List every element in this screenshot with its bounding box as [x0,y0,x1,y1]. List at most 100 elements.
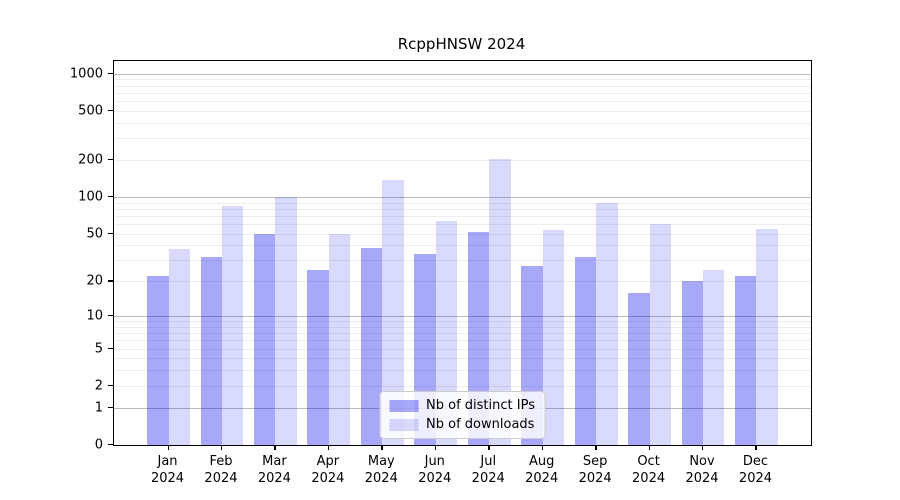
x-tick-label-oct: Oct 2024 [632,454,666,486]
y-tick-label: 0 [94,437,103,453]
gridline-minor [114,85,811,87]
x-tick-mark [274,445,276,451]
y-tick-label: 1000 [69,66,103,82]
gridline-minor [114,385,811,387]
x-tick-mark [220,445,223,451]
gridline-minor [114,321,811,323]
bar-downloads-nov [703,269,725,445]
bar-downloads-jul [489,158,511,445]
gridline-minor [114,122,811,124]
bar-ips-mar [254,233,276,445]
gridline-minor [114,79,811,81]
legend-item-downloads: Nb of downloads [389,417,535,432]
gridline-minor [114,358,811,360]
x-tick-mark [648,445,650,451]
y-tick-mark [108,406,113,409]
bar-ips-oct [628,292,650,445]
y-tick-label: 1 [94,400,103,416]
bar-downloads-may [382,179,404,445]
gridline-minor [114,348,811,350]
x-tick-mark [381,445,383,451]
x-tick-label-dec: Dec 2024 [738,454,773,486]
gridline-major [114,196,811,198]
gridline-minor [114,138,811,140]
legend-swatch-distinct-ips [389,399,419,412]
y-tick-label: 50 [86,226,103,242]
x-tick-label-mar: Mar 2024 [257,454,291,486]
y-tick-mark [108,72,113,74]
bar-downloads-jun [435,221,458,445]
bar-downloads-dec [756,228,778,445]
gridline-minor [114,370,811,372]
legend-item-distinct-ips: Nb of distinct IPs [389,398,535,413]
x-tick-label-apr: Apr 2024 [311,454,345,486]
bar-downloads-sep [596,203,618,445]
gridline-minor [114,202,811,204]
y-tick-label: 2 [94,378,103,394]
y-tick-mark [108,232,113,235]
x-tick-label-nov: Nov 2024 [685,454,719,486]
gridline-minor [114,245,811,247]
y-tick-label: 5 [94,341,103,357]
legend-swatch-downloads [389,418,419,431]
bar-ips-jan [147,276,169,445]
x-tick-label-may: May 2024 [364,454,398,486]
y-tick-label: 10 [86,308,103,324]
gridline-minor [114,101,811,103]
x-tick-mark [167,445,169,451]
bar-ips-nov [681,281,704,445]
gridline-minor [114,159,811,161]
y-tick-label: 500 [78,103,103,119]
gridline-minor [114,233,811,235]
bar-ips-sep [574,257,597,445]
gridline-minor [114,208,811,210]
bar-downloads-feb [221,205,244,445]
y-tick-label: 200 [78,152,103,168]
bar-ips-feb [200,257,222,445]
x-tick-label-jul: Jul 2024 [471,454,505,486]
x-tick-mark [434,445,437,451]
y-tick-mark [108,158,113,161]
y-tick-mark [108,384,113,387]
legend-label-downloads: Nb of downloads [426,417,535,432]
bar-downloads-apr [328,233,351,445]
gridline-minor [114,340,811,342]
bar-downloads-aug [542,229,565,445]
x-tick-mark [595,445,597,451]
gridline-minor [114,92,811,94]
y-tick-mark [108,280,113,282]
gridline-major [114,316,811,318]
y-tick-mark [108,109,113,112]
y-tick-mark [108,444,113,446]
x-tick-label-jun: Jun 2024 [418,454,452,486]
bar-ips-may [360,248,383,445]
gridline-minor [114,333,811,335]
bar-downloads-mar [275,196,297,445]
x-tick-mark [327,445,330,451]
gridline-minor [114,110,811,112]
y-tick-mark [108,315,113,317]
bar-downloads-oct [649,224,671,445]
gridline-minor [114,224,811,226]
x-tick-mark [541,445,544,451]
x-tick-label-jan: Jan 2024 [150,454,185,486]
bar-downloads-jan [168,249,190,445]
x-tick-mark [755,445,757,451]
chart-title: RcppHNSW 2024 [397,35,526,53]
x-tick-label-feb: Feb 2024 [204,454,238,486]
y-tick-mark [108,195,113,198]
legend-label-distinct-ips: Nb of distinct IPs [426,398,535,413]
legend: Nb of distinct IPs Nb of downloads [379,391,546,439]
y-tick-label: 20 [86,273,103,289]
bar-ips-dec [735,276,757,445]
x-tick-mark [702,445,704,451]
x-tick-mark [488,445,490,451]
gridline-minor [114,215,811,217]
plot-area: Nb of distinct IPs Nb of downloads [113,60,812,446]
gridline-minor [114,281,811,283]
gridline-minor [114,260,811,262]
x-tick-label-sep: Sep 2024 [578,454,612,486]
y-tick-label: 100 [78,189,103,205]
y-tick-mark [108,347,113,350]
